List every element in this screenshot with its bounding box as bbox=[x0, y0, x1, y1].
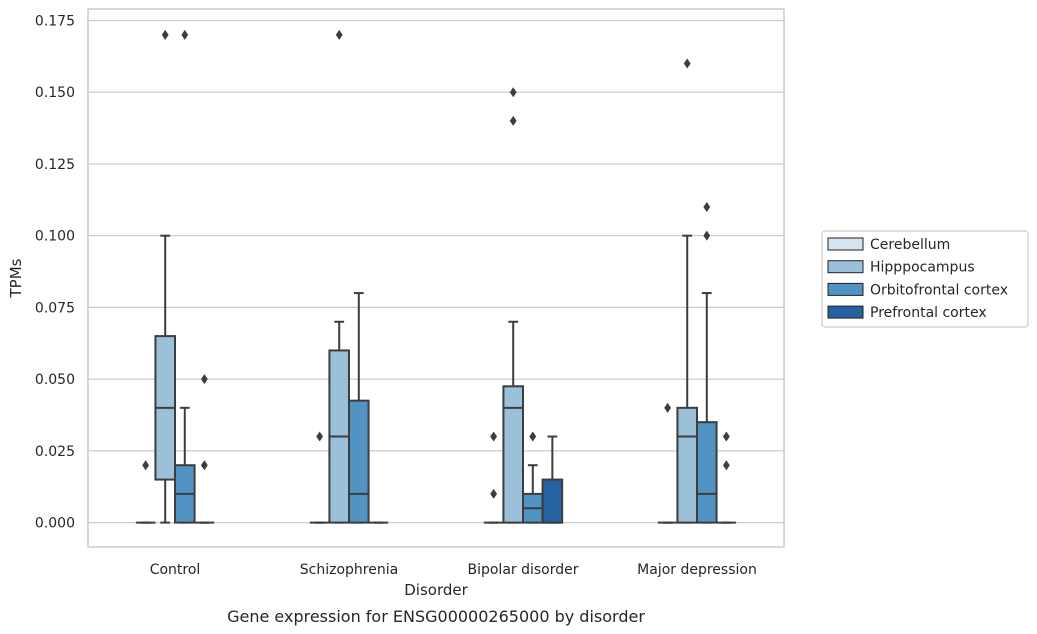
outlier-point bbox=[722, 460, 730, 471]
box-orbitofrontal-cortex bbox=[522, 431, 544, 524]
outlier-point bbox=[181, 29, 189, 40]
box-prefrontal-cortex bbox=[716, 431, 737, 524]
outlier-point bbox=[509, 87, 517, 98]
legend-label: Hipppocampus bbox=[870, 260, 975, 276]
y-tick-label: 0.175 bbox=[35, 13, 75, 29]
box-iqr bbox=[676, 406, 698, 524]
outlier-point bbox=[509, 115, 517, 126]
box-prefrontal-cortex bbox=[541, 435, 564, 524]
outlier-point bbox=[335, 29, 343, 40]
x-tick-label: Control bbox=[150, 562, 201, 578]
box-iqr bbox=[541, 478, 564, 524]
legend-swatch bbox=[827, 237, 864, 251]
outlier-point bbox=[664, 402, 672, 413]
outlier-point bbox=[161, 29, 169, 40]
box-hipppocampus bbox=[328, 29, 350, 524]
outlier-point bbox=[683, 58, 691, 69]
box-iqr bbox=[502, 385, 524, 524]
y-tick-label: 0.100 bbox=[35, 229, 75, 245]
y-tick-label: 0.050 bbox=[35, 372, 75, 388]
boxplot-area bbox=[135, 29, 737, 524]
outlier-point bbox=[722, 431, 730, 442]
y-tick-label: 0.000 bbox=[35, 516, 75, 532]
outlier-point bbox=[703, 230, 711, 241]
outlier-point bbox=[703, 201, 711, 212]
legend-label: Orbitofrontal cortex bbox=[870, 282, 1008, 298]
legend-label: Prefrontal cortex bbox=[870, 305, 987, 321]
box-orbitofrontal-cortex bbox=[696, 201, 718, 524]
chart-caption: Gene expression for ENSG00000265000 by d… bbox=[227, 607, 645, 626]
legend-swatch bbox=[827, 282, 864, 296]
box-hipppocampus bbox=[676, 58, 698, 524]
y-tick-label: 0.025 bbox=[35, 444, 75, 460]
box-cerebellum bbox=[135, 460, 156, 524]
y-tick-label: 0.075 bbox=[35, 300, 75, 316]
x-axis-label: Disorder bbox=[404, 581, 468, 599]
x-tick-label: Major depression bbox=[637, 562, 757, 578]
y-tick-label: 0.125 bbox=[35, 157, 75, 173]
box-cerebellum bbox=[657, 402, 678, 524]
box-cerebellum bbox=[309, 431, 330, 524]
box-hipppocampus bbox=[154, 29, 177, 524]
box-orbitofrontal-cortex bbox=[348, 292, 370, 524]
legend-frame bbox=[821, 230, 1029, 328]
legend-swatch bbox=[827, 305, 864, 319]
x-tick-label: Bipolar disorder bbox=[467, 562, 578, 578]
legend: Cerebellum Hipppocampus Orbitofrontal cort… bbox=[821, 230, 1029, 328]
box-iqr bbox=[348, 399, 370, 524]
outlier-point bbox=[316, 431, 324, 442]
x-tick-label: Schizophrenia bbox=[300, 562, 398, 578]
outlier-point bbox=[490, 431, 498, 442]
y-axis: 0.000 0.025 0.050 0.075 0.100 0.125 0.150 0.175 bbox=[35, 13, 75, 531]
legend-label: Cerebellum bbox=[870, 237, 950, 253]
outlier-point bbox=[490, 488, 498, 499]
box-prefrontal-cortex bbox=[194, 374, 215, 524]
outlier-point bbox=[529, 431, 537, 442]
outlier-point bbox=[200, 460, 208, 471]
legend-swatch bbox=[827, 260, 864, 274]
plot-frame bbox=[87, 8, 785, 548]
box-iqr bbox=[696, 421, 718, 524]
box-hipppocampus bbox=[502, 87, 524, 524]
x-axis: Control Schizophrenia Bipolar disorder Majo… bbox=[150, 562, 757, 578]
box-cerebellum bbox=[483, 431, 504, 524]
outlier-point bbox=[142, 460, 150, 471]
y-axis-label: TPMs bbox=[7, 258, 25, 298]
outlier-point bbox=[200, 374, 208, 385]
y-tick-label: 0.150 bbox=[35, 85, 75, 101]
box-orbitofrontal-cortex bbox=[174, 29, 196, 524]
